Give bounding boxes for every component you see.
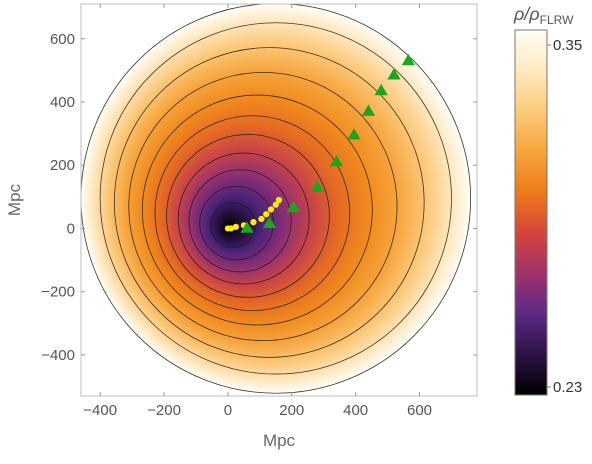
colorbar-gradient xyxy=(514,29,548,396)
contour-line xyxy=(210,202,256,248)
y-tick-label: 200 xyxy=(50,157,75,174)
circle-data-point xyxy=(250,219,257,226)
triangle-data-point xyxy=(286,200,301,213)
circle-data-point xyxy=(272,201,279,208)
x-tick-label: 600 xyxy=(407,402,432,419)
colorbar-title-sub: FLRW xyxy=(540,13,574,27)
y-axis-ticks: −400 −200 0 200 400 600 xyxy=(41,31,477,364)
x-tick-label: −200 xyxy=(147,402,181,419)
x-tick-label: 400 xyxy=(343,402,368,419)
contour-line xyxy=(154,115,351,311)
circle-data-point xyxy=(232,223,239,230)
x-axis-title: Mpc xyxy=(263,431,296,450)
density-field xyxy=(81,4,471,394)
contour-line xyxy=(141,94,373,326)
triangle-data-point xyxy=(401,53,415,66)
triangle-data-point xyxy=(361,104,376,116)
colorbar-max-label: 0.35 xyxy=(553,37,582,54)
triangle-data-point xyxy=(240,221,254,233)
triangle-data-point xyxy=(347,128,361,140)
x-axis-ticks: −400 −200 0 200 400 600 xyxy=(83,4,432,419)
colorbar-title: ρ/ρFLRW xyxy=(513,4,574,27)
colorbar-min-label: 0.23 xyxy=(553,379,582,396)
y-axis-title: Mpc xyxy=(5,183,24,216)
triangle-data-point xyxy=(310,180,324,192)
contour-line xyxy=(166,134,330,298)
x-tick-label: 200 xyxy=(279,402,304,419)
contour-line xyxy=(113,47,425,358)
circle-data-point xyxy=(267,206,275,213)
y-tick-label: 400 xyxy=(50,94,75,111)
y-tick-label: 600 xyxy=(50,31,75,48)
contour-line xyxy=(188,169,292,273)
y-tick-label: −400 xyxy=(41,347,75,364)
triangle-data-point xyxy=(387,68,401,80)
triangle-data-point xyxy=(329,155,344,167)
density-contours xyxy=(81,4,471,394)
triangle-data-point xyxy=(262,216,277,229)
contour-line xyxy=(177,152,310,285)
circle-data-point xyxy=(227,225,235,232)
contour-outer-boundary xyxy=(81,4,471,394)
circle-data-point xyxy=(258,215,265,223)
density-disk xyxy=(81,4,471,394)
x-tick-label: −400 xyxy=(83,402,117,419)
colorbar: ρ/ρFLRW 0.35 0.23 xyxy=(513,4,582,396)
contour-line xyxy=(199,185,274,261)
contour-line xyxy=(99,22,452,375)
circle-data-point xyxy=(263,211,270,218)
triangle-data-point xyxy=(374,83,388,96)
y-tick-label: 0 xyxy=(67,220,75,237)
plot-frame xyxy=(80,3,478,397)
x-tick-label: 0 xyxy=(224,402,232,419)
observation-points xyxy=(224,53,415,233)
circle-data-point xyxy=(275,196,283,204)
colorbar-title-main: ρ/ρ xyxy=(513,4,540,24)
y-tick-label: −200 xyxy=(41,284,75,301)
contour-line xyxy=(128,71,398,342)
